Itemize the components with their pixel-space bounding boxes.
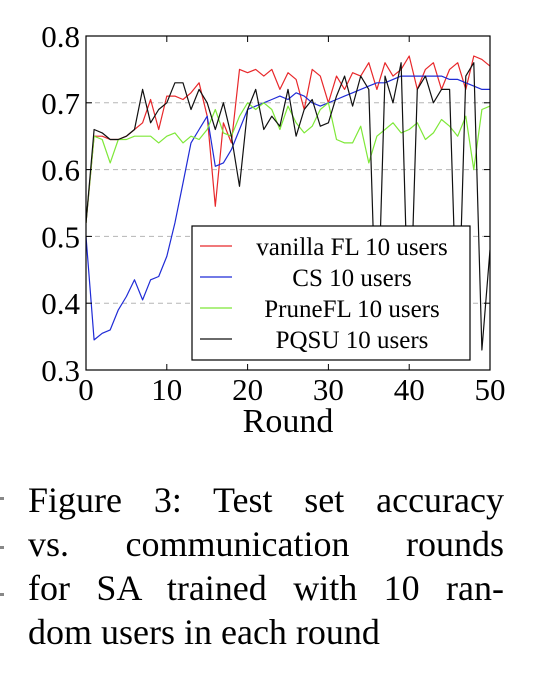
caption-line: for SA trained with 10 ran- xyxy=(28,568,504,608)
x-tick-label: 0 xyxy=(78,372,94,407)
x-axis-label: Round xyxy=(243,403,334,440)
legend-box xyxy=(191,225,471,361)
y-tick-label: 0.4 xyxy=(41,286,80,321)
y-tick-labels: 0.3 0.4 0.5 0.6 0.7 0.8 xyxy=(41,19,80,388)
x-tick-label: 30 xyxy=(313,372,344,407)
series-line-pqsu xyxy=(86,62,490,351)
edge-mark xyxy=(0,497,4,500)
x-tick-label: 50 xyxy=(475,372,506,407)
plot-frame xyxy=(85,35,491,371)
series-line-prunefl xyxy=(86,102,490,224)
y-tick-label: 0.8 xyxy=(41,19,80,54)
x-tick-label: 10 xyxy=(151,372,182,407)
edge-mark xyxy=(0,593,4,596)
legend: vanilla FL 10 users CS 10 users PruneFL 10… xyxy=(191,225,471,361)
series-group xyxy=(86,55,490,351)
legend-label: PQSU 10 users xyxy=(276,327,429,354)
accuracy-chart: 0.3 0.4 0.5 0.6 0.7 0.8 0 10 20 30 40 50 Round van… xyxy=(41,19,505,440)
legend-label: vanilla FL 10 users xyxy=(256,234,447,261)
x-tick-label: 20 xyxy=(232,372,263,407)
legend-label: PruneFL 10 users xyxy=(264,296,439,323)
y-tick-label: 0.5 xyxy=(41,219,80,254)
y-tick-label: 0.7 xyxy=(41,86,80,121)
series-line-cs xyxy=(86,75,490,341)
legend-label: CS 10 users xyxy=(292,265,411,292)
figure-caption: Figure 3: Test set accuracy vs. communic… xyxy=(28,478,504,654)
axis-ticks xyxy=(85,35,491,371)
edge-mark xyxy=(0,546,4,549)
caption-line: dom users in each round xyxy=(28,612,380,652)
y-tick-label: 0.6 xyxy=(41,153,80,188)
series-line-vanilla xyxy=(86,55,490,224)
y-tick-label: 0.3 xyxy=(41,353,80,388)
x-tick-labels: 0 10 20 30 40 50 xyxy=(78,372,505,407)
x-tick-label: 40 xyxy=(394,372,425,407)
caption-line: vs. communication rounds xyxy=(28,524,504,564)
caption-line: Figure 3: Test set accuracy xyxy=(28,480,504,520)
